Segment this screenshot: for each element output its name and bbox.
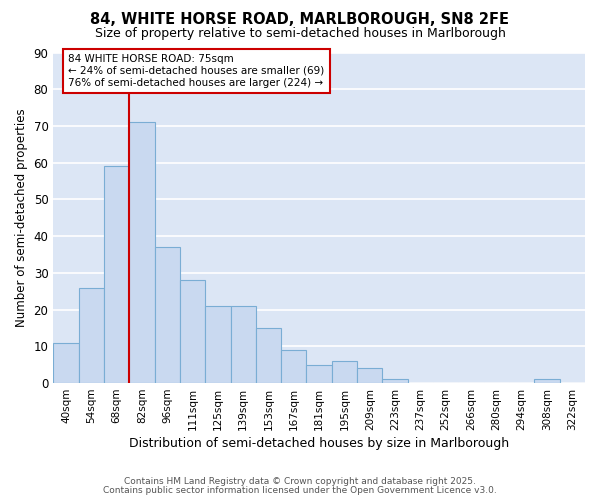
Bar — [79, 288, 104, 383]
Bar — [180, 280, 205, 383]
Text: 84, WHITE HORSE ROAD, MARLBOROUGH, SN8 2FE: 84, WHITE HORSE ROAD, MARLBOROUGH, SN8 2… — [91, 12, 509, 28]
Bar — [332, 361, 357, 383]
X-axis label: Distribution of semi-detached houses by size in Marlborough: Distribution of semi-detached houses by … — [129, 437, 509, 450]
Bar — [382, 380, 408, 383]
Bar — [104, 166, 129, 383]
Bar — [230, 306, 256, 383]
Text: Size of property relative to semi-detached houses in Marlborough: Size of property relative to semi-detach… — [95, 28, 505, 40]
Y-axis label: Number of semi-detached properties: Number of semi-detached properties — [15, 108, 28, 327]
Bar — [307, 364, 332, 383]
Bar — [53, 342, 79, 383]
Text: 84 WHITE HORSE ROAD: 75sqm
← 24% of semi-detached houses are smaller (69)
76% of: 84 WHITE HORSE ROAD: 75sqm ← 24% of semi… — [68, 54, 325, 88]
Bar — [281, 350, 307, 383]
Bar — [155, 247, 180, 383]
Text: Contains public sector information licensed under the Open Government Licence v3: Contains public sector information licen… — [103, 486, 497, 495]
Text: Contains HM Land Registry data © Crown copyright and database right 2025.: Contains HM Land Registry data © Crown c… — [124, 477, 476, 486]
Bar — [535, 380, 560, 383]
Bar — [256, 328, 281, 383]
Bar — [357, 368, 382, 383]
Bar — [205, 306, 230, 383]
Bar — [129, 122, 155, 383]
